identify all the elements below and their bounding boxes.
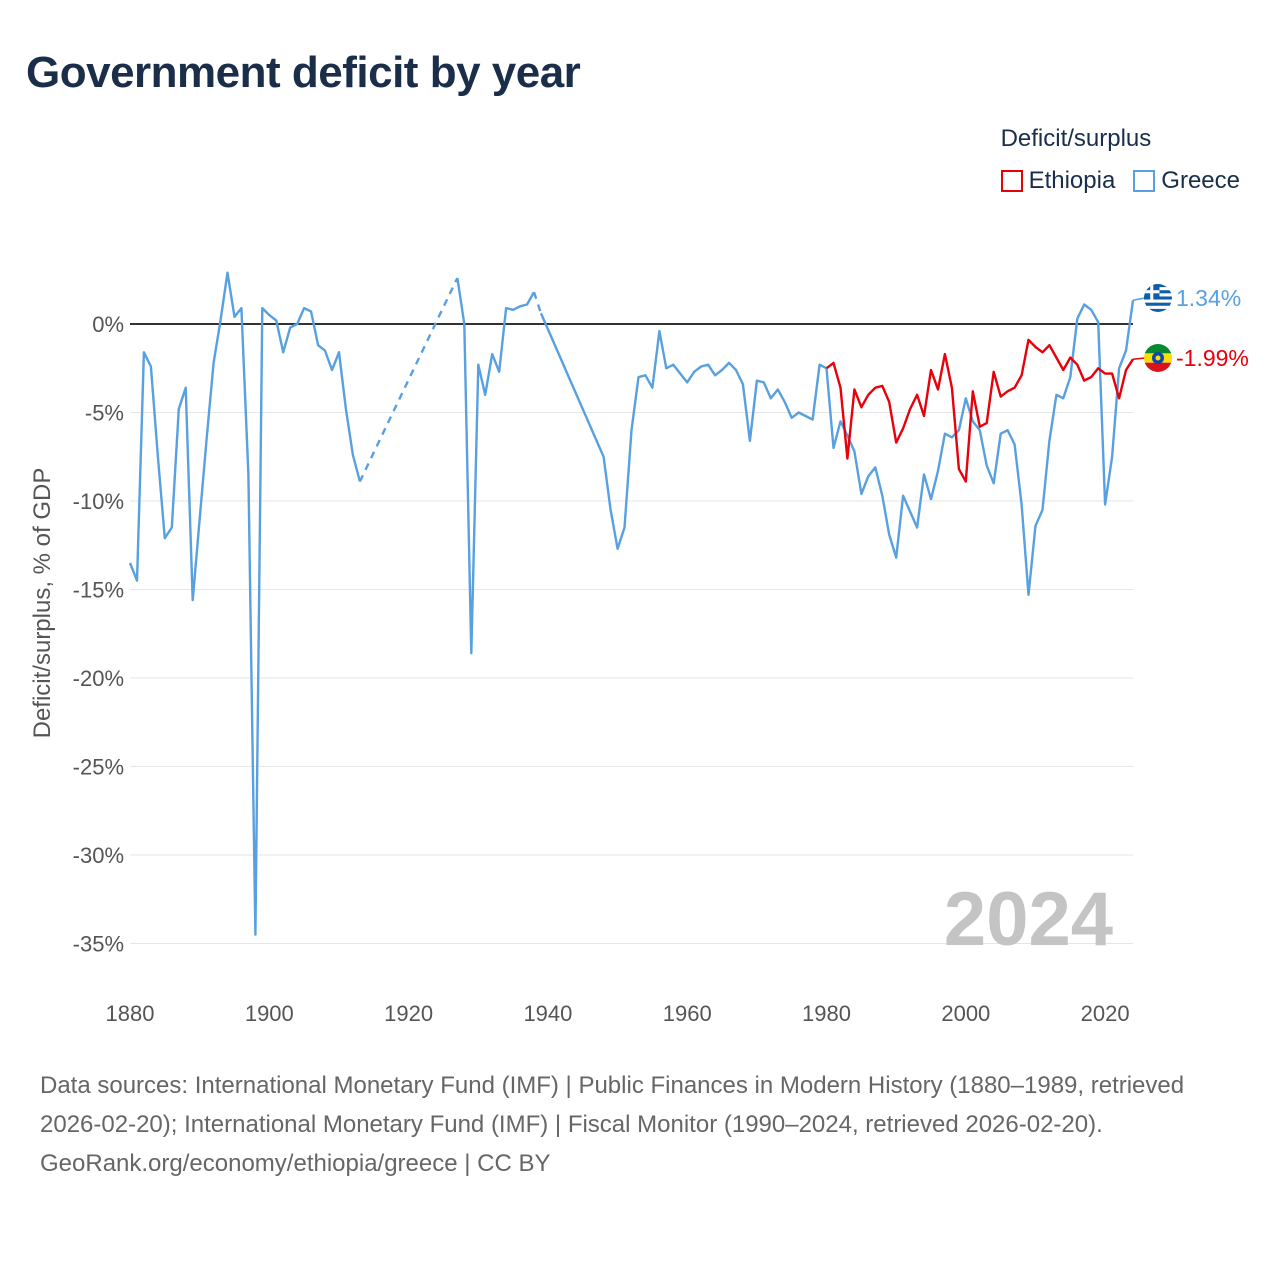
- source-notes: Data sources: International Monetary Fun…: [40, 1066, 1250, 1183]
- x-tick-label: 1940: [523, 1001, 572, 1026]
- x-tick-label: 1880: [106, 1001, 155, 1026]
- end-value-greece: 1.34%: [1176, 285, 1241, 311]
- x-tick-label: 1980: [802, 1001, 851, 1026]
- legend: Deficit/surplus Ethiopia Greece: [1000, 125, 1240, 195]
- legend-title: Deficit/surplus: [1000, 125, 1152, 152]
- leader-line-greece: [1132, 297, 1146, 302]
- legend-label-ethiopia: Ethiopia: [1028, 167, 1116, 194]
- y-tick-label: -35%: [73, 932, 124, 957]
- ethiopia-flag-icon: [1144, 344, 1172, 372]
- y-tick-label: -10%: [73, 489, 124, 514]
- series-line-greece: [128, 271, 362, 936]
- y-axis-ticks: 0% -5% -10% -15% -20% -25% -30% -35%: [73, 312, 124, 957]
- x-tick-label: 2000: [941, 1001, 990, 1026]
- series-line-greece: [539, 300, 1135, 596]
- series-line-greece: [456, 277, 536, 655]
- greece-flag-icon: [1144, 284, 1172, 312]
- y-tick-label: 0%: [92, 312, 124, 337]
- legend-label-greece: Greece: [1161, 167, 1240, 194]
- series-gap-greece: [358, 277, 459, 483]
- data-sources-text: Data sources: International Monetary Fun…: [40, 1072, 1185, 1138]
- end-value-ethiopia: -1.99%: [1176, 345, 1249, 371]
- credit-link[interactable]: GeoRank.org/economy/ethiopia/greece | CC…: [40, 1150, 551, 1177]
- y-tick-label: -25%: [73, 755, 124, 780]
- x-axis-ticks: 1880 1900 1920 1940 1960 1980 2000 2020: [106, 1001, 1130, 1026]
- end-labels: 1.34% -1.99%: [1132, 284, 1249, 372]
- legend-swatch-ethiopia: [1000, 170, 1023, 192]
- legend-swatch-greece: [1133, 170, 1156, 192]
- series-line-ethiopia: [825, 338, 1135, 483]
- leader-line-ethiopia: [1132, 357, 1146, 360]
- chart-title: Government deficit by year: [26, 48, 581, 97]
- y-tick-label: -5%: [85, 401, 124, 426]
- y-tick-label: -30%: [73, 843, 124, 868]
- series-gap-greece: [532, 291, 543, 314]
- gridlines: [130, 412, 1133, 944]
- x-tick-label: 1960: [663, 1001, 712, 1026]
- y-axis-label: Deficit/surplus, % of GDP: [29, 468, 56, 739]
- y-tick-label: -20%: [73, 666, 124, 691]
- x-tick-label: 2020: [1081, 1001, 1130, 1026]
- series-lines: [128, 271, 1135, 936]
- y-tick-label: -15%: [73, 578, 124, 603]
- x-tick-label: 1900: [245, 1001, 294, 1026]
- x-tick-label: 1920: [384, 1001, 433, 1026]
- legend-item-ethiopia[interactable]: Ethiopia: [1000, 167, 1116, 195]
- year-watermark: 2024: [944, 877, 1113, 962]
- legend-item-greece[interactable]: Greece: [1133, 167, 1240, 195]
